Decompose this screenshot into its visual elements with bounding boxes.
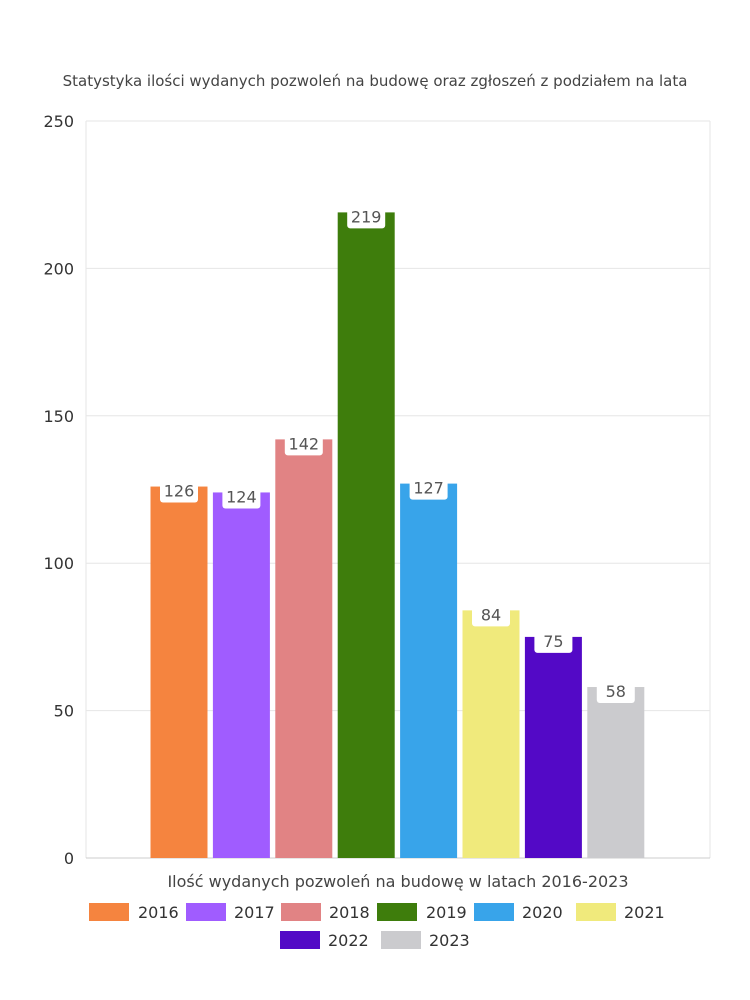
data-label-2019: 219 [351,207,382,226]
data-label-2020: 127 [413,479,444,498]
y-tick-label: 100 [43,554,74,573]
data-label-box [222,485,261,509]
data-label-2022: 75 [543,632,563,651]
legend-swatch-2023 [381,931,421,949]
data-label-2018: 142 [289,434,320,453]
bar-2023 [587,687,645,858]
bar-2016 [150,486,208,858]
legend-label-2021: 2021 [624,903,665,922]
legend-label-2019: 2019 [426,903,467,922]
data-labels: 126 124 142 219 127 84 75 58 [160,205,635,704]
data-label-box [284,432,323,456]
bar-2017 [212,492,270,858]
y-axis: 0 50 100 150 200 250 [43,112,74,868]
legend-swatch-2020 [474,903,514,921]
legend-swatch-2021 [576,903,616,921]
y-tick-label: 50 [54,702,74,721]
y-tick-label: 0 [64,849,74,868]
data-label-2021: 84 [481,605,501,624]
bar-2022 [524,636,582,858]
legend-label-2017: 2017 [234,903,275,922]
data-label-2023: 58 [606,682,626,701]
legend-label-2020: 2020 [522,903,563,922]
data-label-box [596,680,635,704]
data-label-box [534,629,573,653]
data-label-box [347,205,386,229]
legend-swatch-2018 [281,903,321,921]
data-label-box [160,479,198,503]
data-label-2016: 126 [164,482,195,501]
legend-label-2016: 2016 [138,903,179,922]
legend-swatch-2022 [280,931,320,949]
legend-label-2022: 2022 [328,931,369,950]
data-label-box [472,603,510,627]
chart-title: Statystyka ilości wydanych pozwoleń na b… [63,72,688,90]
x-axis-label: Ilość wydanych pozwoleń na budowę w lata… [167,872,628,891]
bar-2018 [275,439,333,858]
legend-swatch-2017 [186,903,226,921]
legend-label-2018: 2018 [329,903,370,922]
data-label-box [409,476,448,500]
bar-2019 [337,212,395,858]
legend-swatch-2019 [377,903,417,921]
data-label-2017: 124 [226,487,257,506]
legend-label-2023: 2023 [429,931,470,950]
bar-2021 [462,610,520,858]
bars [150,212,645,858]
bar-2020 [400,483,458,858]
y-tick-label: 250 [43,112,74,131]
y-tick-label: 150 [43,407,74,426]
y-tick-label: 200 [43,259,74,278]
legend: 2016 2017 2018 2019 2020 2021 2022 2023 [89,903,665,950]
legend-swatch-2016 [89,903,129,921]
